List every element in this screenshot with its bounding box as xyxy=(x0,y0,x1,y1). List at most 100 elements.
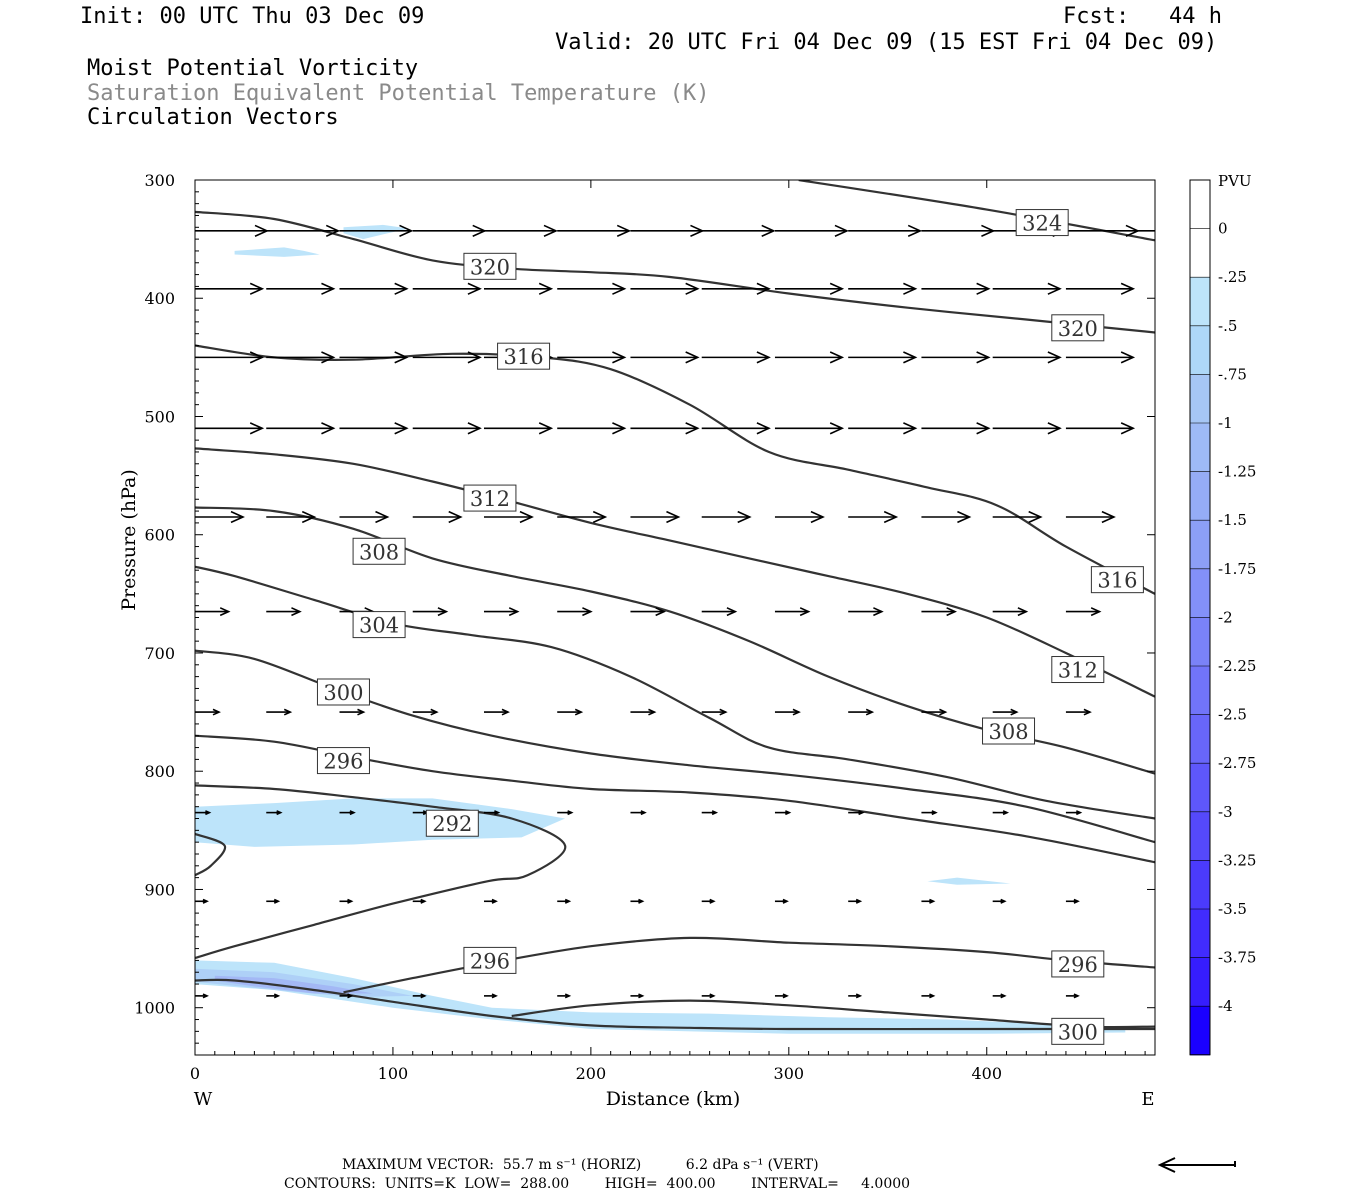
circulation-vector xyxy=(701,898,716,904)
circulation-vector xyxy=(557,282,627,295)
circulation-vector xyxy=(630,898,645,904)
circulation-vector xyxy=(992,422,1062,435)
circulation-vector xyxy=(921,708,948,716)
max-vector-info: MAXIMUM VECTOR: 55.7 m s⁻¹ (HORIZ) 6.2 d… xyxy=(342,1157,819,1173)
colorbar-swatch xyxy=(1190,957,1210,1007)
colorbar-swatch xyxy=(1190,471,1210,521)
contour-label-304: 304 xyxy=(352,611,406,639)
circulation-vector xyxy=(774,607,811,617)
circulation-vector xyxy=(630,351,700,364)
contour-line-312 xyxy=(195,447,1155,698)
colorbar-swatch xyxy=(1190,374,1210,424)
circulation-vector xyxy=(921,898,936,904)
circulation-vector xyxy=(483,422,554,435)
colorbar-swatch xyxy=(1190,763,1210,813)
circulation-vector xyxy=(483,607,520,617)
y-tick-label: 800 xyxy=(144,762,175,781)
colorbar-swatch xyxy=(1190,228,1210,278)
west-label: W xyxy=(194,1089,213,1110)
y-tick-label: 700 xyxy=(144,644,175,663)
circulation-vector xyxy=(339,993,354,999)
contour-label-316: 316 xyxy=(1090,566,1144,594)
circulation-vector xyxy=(630,224,705,237)
circulation-vector xyxy=(266,224,341,237)
circulation-vector xyxy=(848,422,918,435)
svg-text:308: 308 xyxy=(988,720,1028,744)
colorbar-label: -3 xyxy=(1218,803,1233,821)
colorbar-unit: PVU xyxy=(1218,172,1252,190)
circulation-vector xyxy=(1065,993,1080,999)
circulation-vector xyxy=(1065,898,1080,904)
circulation-vector xyxy=(339,708,366,716)
pv-shade-region xyxy=(343,224,409,240)
y-tick-label: 500 xyxy=(144,407,175,426)
svg-text:320: 320 xyxy=(470,255,510,279)
circulation-vector xyxy=(701,810,719,816)
circulation-vector xyxy=(412,708,439,716)
circulation-vector xyxy=(412,898,427,904)
circulation-vector xyxy=(992,993,1007,999)
colorbar-label: -1.25 xyxy=(1218,463,1256,481)
circulation-vector xyxy=(339,422,409,435)
circulation-vector xyxy=(992,282,1062,295)
circulation-vector xyxy=(266,708,293,716)
circulation-vector xyxy=(774,708,801,716)
field-title-vectors: Circulation Vectors xyxy=(87,105,339,130)
circulation-vector xyxy=(921,224,996,237)
colorbar-swatch xyxy=(1190,811,1210,861)
circulation-vector xyxy=(266,351,336,364)
circulation-vector xyxy=(992,351,1062,364)
circulation-vector xyxy=(992,810,1010,816)
contour-line-304 xyxy=(195,565,1155,820)
contour-label-316: 316 xyxy=(497,342,551,370)
circulation-vector xyxy=(195,351,265,364)
circulation-vector xyxy=(921,510,972,524)
contour-label-292: 292 xyxy=(425,809,479,837)
x-tick-label: 400 xyxy=(971,1064,1002,1083)
circulation-vector xyxy=(266,898,281,904)
circulation-vector xyxy=(483,708,510,716)
colorbar-label: -3.25 xyxy=(1218,851,1256,869)
circulation-vector xyxy=(630,510,681,524)
contour-label-300: 300 xyxy=(316,678,370,706)
circulation-vector xyxy=(921,607,957,617)
colorbar-swatch xyxy=(1190,909,1210,959)
circulation-vector xyxy=(921,282,991,295)
circulation-vector xyxy=(266,510,317,524)
colorbar-label: -2.5 xyxy=(1218,706,1247,724)
circulation-vector xyxy=(774,510,825,524)
y-tick-label: 600 xyxy=(144,526,175,545)
circulation-vector xyxy=(774,282,845,295)
circulation-vector xyxy=(557,224,632,237)
contour-label-300: 300 xyxy=(1051,1017,1105,1045)
circulation-vector xyxy=(774,224,849,237)
colorbar-label: -1.75 xyxy=(1218,560,1256,578)
circulation-vector xyxy=(774,993,789,999)
svg-text:324: 324 xyxy=(1022,212,1062,236)
contour-label-320: 320 xyxy=(463,252,517,280)
colorbar-label: -.75 xyxy=(1218,365,1247,383)
circulation-vector xyxy=(412,224,487,237)
x-tick-label: 100 xyxy=(378,1064,409,1083)
colorbar-label: -1 xyxy=(1218,414,1233,432)
x-tick-label: 200 xyxy=(576,1064,607,1083)
contour-line-324 xyxy=(798,180,1155,242)
contour-label-308: 308 xyxy=(982,717,1036,745)
pv-shade-region xyxy=(234,247,320,257)
contour-line-292 xyxy=(195,832,227,877)
circulation-vector xyxy=(701,422,771,435)
circulation-vector xyxy=(483,898,498,904)
circulation-vector xyxy=(1065,422,1136,435)
circulation-vector xyxy=(195,607,231,617)
circulation-vector xyxy=(701,510,752,524)
circulation-vector xyxy=(921,810,938,816)
circulation-vector xyxy=(701,993,716,999)
circulation-vector xyxy=(1065,810,1083,816)
circulation-vector xyxy=(339,810,356,816)
forecast-hour: Fcst: 44 h xyxy=(1063,4,1222,29)
colorbar-label: -2 xyxy=(1218,608,1233,626)
circulation-vector xyxy=(266,993,281,999)
circulation-vector xyxy=(557,607,593,617)
circulation-vector xyxy=(412,607,449,617)
